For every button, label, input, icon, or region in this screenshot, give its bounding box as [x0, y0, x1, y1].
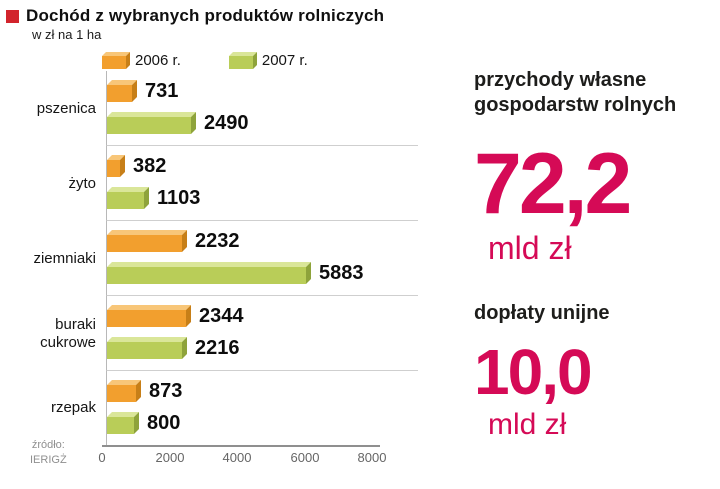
chart-row: ziemniaki 2232 5883 [6, 221, 418, 296]
category-label: pszenica [36, 99, 96, 117]
bar-value-label: 800 [147, 411, 181, 434]
side-panel: przychody własne gospodarstw rolnych 72,… [418, 42, 720, 469]
bar-2007r [107, 112, 196, 134]
chart-row: żyto 382 1103 [6, 146, 418, 221]
subsidies-label: dopłaty unijne [474, 301, 610, 324]
bar-2006r [107, 380, 141, 402]
bar-value-label: 731 [145, 79, 179, 102]
x-tick-label: 8000 [357, 450, 387, 465]
chart-legend: 2006 r. 2007 r. [102, 52, 418, 69]
bar-2007r [107, 412, 139, 434]
bar-value-label: 873 [149, 379, 183, 402]
revenue-value: 72,2 [474, 136, 632, 232]
x-tick-label: 4000 [222, 450, 252, 465]
source-label: źródło: [31, 439, 65, 452]
bar-2007r [107, 187, 149, 209]
bar-2006r [107, 155, 125, 177]
x-tick-label: 2000 [155, 450, 185, 465]
category-label: ziemniaki [33, 249, 96, 267]
bar-value-label: 5883 [319, 261, 364, 284]
x-axis: 0 2000 4000 6000 8000 [98, 445, 386, 469]
bar-value-label: 382 [133, 154, 167, 177]
source-name: IERIGŻ [30, 453, 67, 466]
bar-value-label: 2344 [199, 304, 244, 327]
legend-label-2007: 2007 r. [261, 52, 308, 69]
chart-row: pszenica 731 2490 [6, 71, 418, 146]
bar-2006r [107, 230, 187, 252]
title-bullet-icon [6, 9, 19, 23]
bar-value-label: 2216 [195, 336, 240, 359]
bar-value-label: 1103 [157, 186, 201, 209]
x-tick-label: 6000 [290, 450, 320, 465]
revenue-unit: mld zł [488, 229, 572, 266]
chart-subtitle: w zł na 1 ha [32, 27, 102, 42]
subsidies-unit: mld zł [488, 408, 567, 442]
legend-item-2007: 2007 r. [228, 52, 308, 69]
bar-chart: 2006 r. 2007 r. pszenica 731 2490 żyto 382 11… [0, 42, 418, 469]
category-bars: 382 1103 [106, 146, 418, 221]
x-tick-label: 0 [98, 450, 106, 465]
chart-row: buraki cukrowe 2344 2216 [6, 296, 418, 371]
category-label: buraki cukrowe [40, 316, 96, 351]
category-bars: 2232 5883 [106, 221, 418, 296]
legend-item-2006: 2006 r. [102, 52, 181, 69]
bar-2007r [107, 337, 187, 359]
bar-2006r [107, 80, 137, 102]
legend-swatch-2006-icon [102, 52, 130, 69]
category-bars: 873 800 [106, 371, 418, 445]
category-bars: 2344 2216 [106, 296, 418, 371]
source-note: źródło: IERIGŻ [30, 438, 67, 467]
bar-value-label: 2490 [204, 111, 249, 134]
category-label: rzepak [50, 399, 96, 417]
legend-label-2006: 2006 r. [135, 52, 181, 69]
category-label: żyto [68, 174, 96, 192]
chart-header: Dochód z wybranych produktów rolniczych … [0, 0, 720, 42]
bar-2007r [107, 262, 311, 284]
chart-title: Dochód z wybranych produktów rolniczych [26, 6, 385, 25]
subsidies-value: 10,0 [474, 335, 593, 408]
bar-value-label: 2232 [195, 229, 240, 252]
revenue-label: przychody własne gospodarstw rolnych [474, 69, 677, 116]
bar-2006r [107, 305, 191, 327]
legend-swatch-2007-icon [228, 52, 257, 69]
chart-row: rzepak 873 800 [6, 371, 418, 445]
chart-rows: pszenica 731 2490 żyto 382 1103 ziemniaki 2232 5… [6, 71, 418, 445]
category-bars: 731 2490 [106, 71, 418, 146]
